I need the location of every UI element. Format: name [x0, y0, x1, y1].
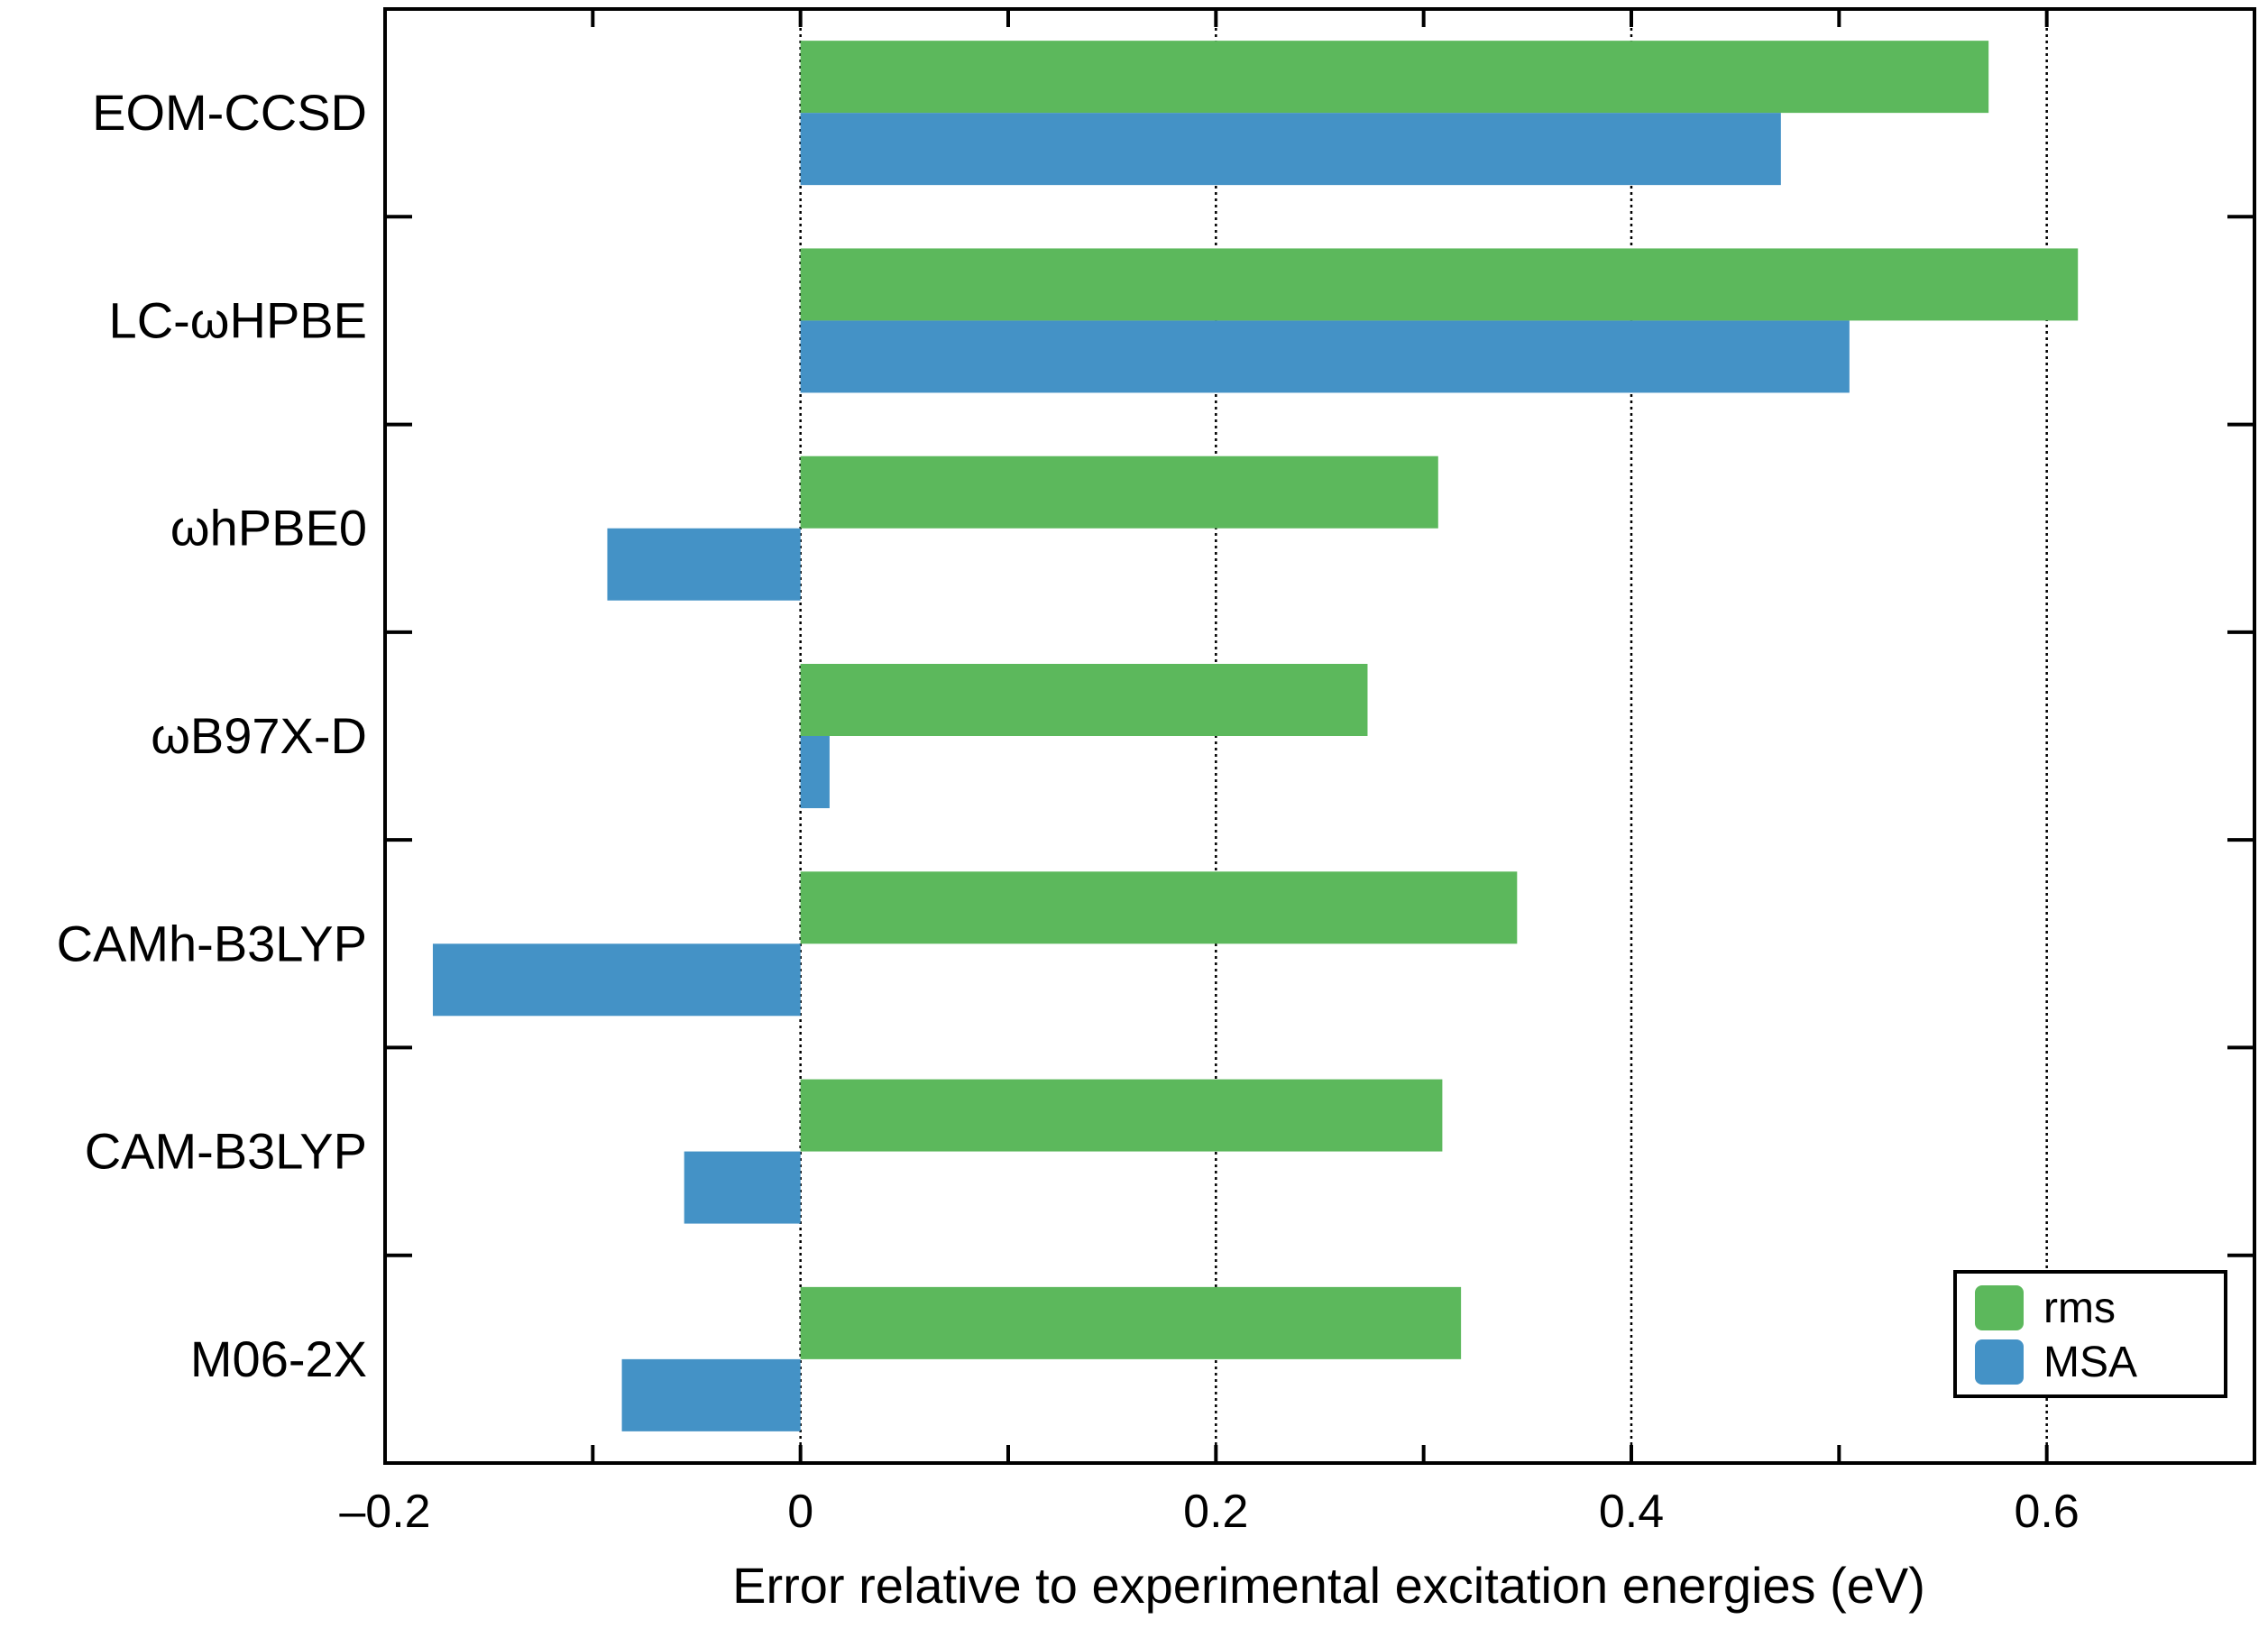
bar-msa-2: [800, 320, 1850, 393]
ticks: [385, 9, 2254, 1463]
category-label: EOM-CCSD: [92, 84, 367, 141]
category-label: M06-2X: [190, 1330, 367, 1387]
legend-label-rms: rms: [2043, 1284, 2116, 1332]
legend: rms MSA: [1953, 1270, 2227, 1398]
x-tick-label: –0.2: [339, 1486, 430, 1538]
bar-rms-7: [800, 1286, 1462, 1359]
legend-label-msa: MSA: [2043, 1339, 2137, 1386]
bar-msa-7: [621, 1358, 801, 1431]
bar-rms-5: [800, 871, 1518, 944]
x-tick-label: 0.6: [2015, 1486, 2080, 1538]
bars: [432, 41, 2079, 1431]
x-axis-title: Error relative to experimental excitatio…: [732, 1557, 1925, 1614]
bar-rms-6: [800, 1079, 1443, 1152]
plot-frame: [383, 7, 2256, 1465]
category-label: CAMh-B3LYP: [57, 915, 367, 971]
bar-msa-3: [607, 528, 801, 601]
category-label: CAM-B3LYP: [85, 1123, 367, 1180]
bar-rms-2: [800, 248, 2079, 321]
legend-swatch-msa: [1975, 1339, 2024, 1385]
x-tick-label: 0: [787, 1486, 813, 1538]
bar-msa-4: [800, 736, 830, 808]
bar-rms-4: [800, 664, 1368, 736]
x-tick-label: 0.4: [1599, 1486, 1664, 1538]
bar-rms-3: [800, 456, 1438, 529]
x-tick-label: 0.2: [1183, 1486, 1248, 1538]
bar-msa-6: [684, 1151, 801, 1224]
bar-msa-5: [432, 943, 801, 1017]
category-label: ωhPBE0: [170, 500, 367, 557]
category-label: ωB97X-D: [151, 707, 367, 764]
x-tick-labels: –0.2 0 0.2 0.4 0.6: [339, 1486, 2079, 1538]
legend-swatch-rms: [1975, 1285, 2024, 1330]
category-labels: EOM-CCSD LC-ωHPBE ωhPBE0 ωB97X-D CAMh-B3LYP C…: [57, 84, 367, 1387]
category-label: LC-ωHPBE: [109, 291, 367, 348]
bar-rms-1: [800, 41, 1989, 114]
bar-msa-1: [800, 113, 1781, 186]
